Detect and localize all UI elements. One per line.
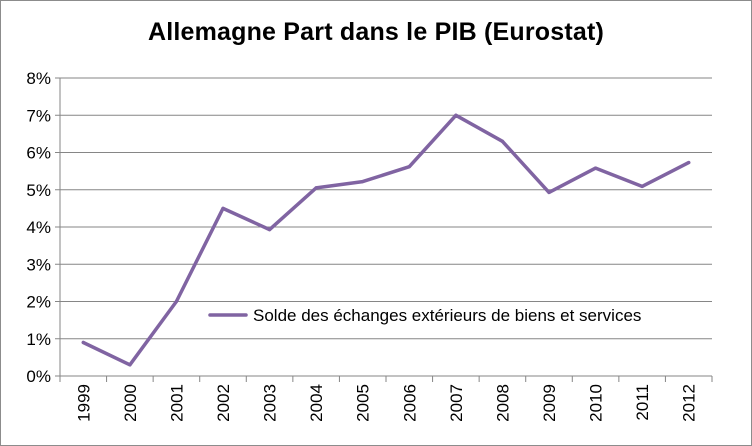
data-point [500,139,505,143]
x-tick-label: 2005 [354,384,373,422]
data-point [267,228,272,232]
x-tick-label: 2001 [167,384,186,422]
x-tick-label: 2009 [540,384,559,422]
data-point [407,165,411,169]
x-tick-label: 2002 [214,384,233,422]
x-tick-label: 2007 [447,384,466,422]
x-tick-label: 1999 [74,384,93,422]
y-tick-label: 6% [26,144,51,163]
x-tick-label: 2010 [587,384,606,422]
y-tick-label: 2% [26,293,51,312]
legend: Solde des échanges extérieurs de biens e… [208,306,641,325]
data-point [640,184,644,188]
data-point [314,186,318,190]
data-point [174,299,179,304]
data-point [221,206,225,210]
series-layer [81,113,691,367]
y-tick-label: 3% [26,255,51,274]
x-axis-ticks: 1999 2000 2001 2002 2003 2004 2005 2006 2007 2008… [59,376,713,422]
data-point [128,363,132,367]
x-tick-label: 2008 [493,384,512,422]
y-tick-label: 0% [26,367,51,386]
gridlines [60,77,712,340]
x-tick-label: 2000 [121,384,140,422]
data-point [454,113,458,117]
y-tick-label: 4% [26,218,51,237]
data-point [547,190,551,194]
x-tick-label: 2011 [633,384,652,421]
y-tick-label: 8% [26,69,51,88]
y-tick-label: 7% [26,106,51,125]
series-line [81,113,691,367]
data-point [361,179,365,184]
y-tick-label: 5% [26,181,51,200]
legend-label: Solde des échanges extérieurs de biens e… [253,306,641,325]
data-point [81,340,85,345]
x-tick-label: 2012 [680,384,699,422]
data-point [593,166,598,170]
x-tick-label: 2003 [261,384,280,422]
data-point [687,160,691,165]
y-axis-ticks: 0% 1% 2% 3% 4% 5% 6% 7% 8% [26,69,60,386]
y-tick-label: 1% [26,330,51,349]
x-tick-label: 2006 [400,384,419,422]
chart-title: Allemagne Part dans le PIB (Eurostat) [147,18,605,46]
x-tick-label: 2004 [307,384,326,422]
